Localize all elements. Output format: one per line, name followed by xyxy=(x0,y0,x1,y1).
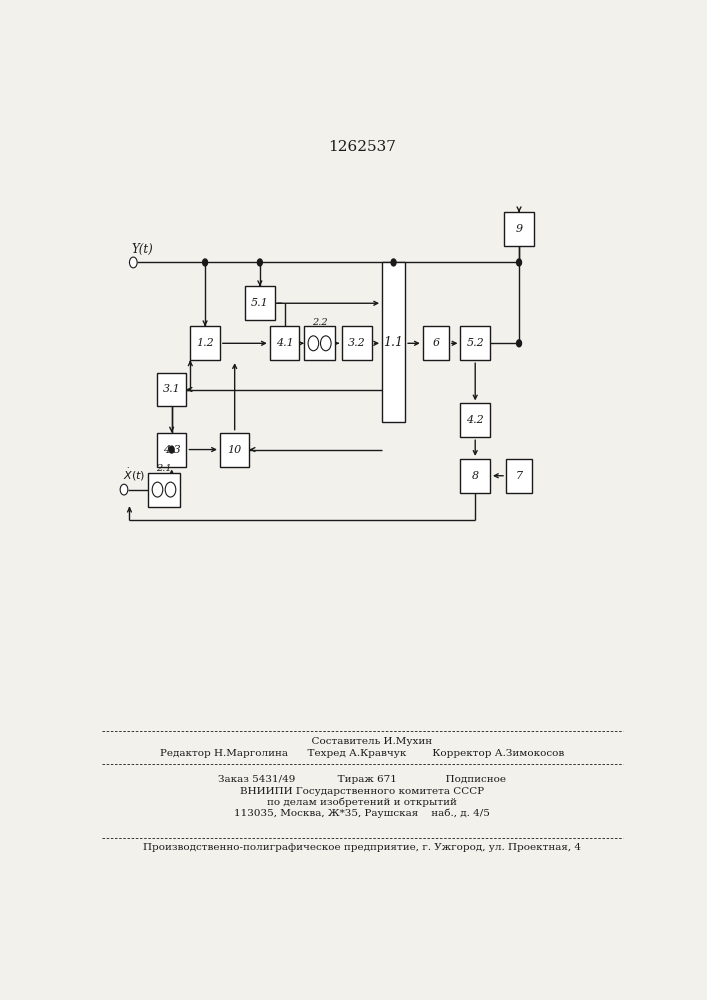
Bar xyxy=(506,459,532,493)
Text: 8: 8 xyxy=(472,471,479,481)
Circle shape xyxy=(517,340,522,347)
Bar xyxy=(460,326,490,360)
Text: Составитель И.Мухин: Составитель И.Мухин xyxy=(292,737,433,746)
Text: 6: 6 xyxy=(432,338,439,348)
Text: 1.2: 1.2 xyxy=(197,338,214,348)
Circle shape xyxy=(129,257,137,268)
Circle shape xyxy=(165,482,176,497)
Text: $\dot{X}(t)$: $\dot{X}(t)$ xyxy=(123,467,145,483)
Text: 9: 9 xyxy=(515,224,522,234)
Text: 3.1: 3.1 xyxy=(163,384,180,394)
Text: 113035, Москва, Ж*35, Раушская    наб., д. 4/5: 113035, Москва, Ж*35, Раушская наб., д. … xyxy=(235,808,490,818)
Text: 4.3: 4.3 xyxy=(163,445,180,455)
Text: Y(t): Y(t) xyxy=(132,243,153,256)
Text: 1262537: 1262537 xyxy=(328,140,397,154)
Text: 2.2: 2.2 xyxy=(312,318,327,327)
Text: по делам изобретений и открытий: по делам изобретений и открытий xyxy=(267,797,457,807)
Bar xyxy=(460,403,490,437)
Circle shape xyxy=(320,336,331,351)
Text: 5.2: 5.2 xyxy=(467,338,484,348)
Text: Редактор Н.Марголина      Техред А.Кравчук        Корректор А.Зимокосов: Редактор Н.Марголина Техред А.Кравчук Ко… xyxy=(160,749,564,758)
Circle shape xyxy=(517,259,522,266)
Bar xyxy=(270,326,299,360)
Bar xyxy=(460,459,490,493)
Bar xyxy=(245,286,274,320)
Bar xyxy=(304,326,335,360)
Text: 7: 7 xyxy=(515,471,522,481)
Bar xyxy=(190,326,220,360)
Bar xyxy=(157,433,187,467)
Text: Производственно-полиграфическое предприятие, г. Ужгород, ул. Проектная, 4: Производственно-полиграфическое предприя… xyxy=(144,843,581,852)
Circle shape xyxy=(257,259,262,266)
Circle shape xyxy=(169,446,174,453)
Text: Заказ 5431/49             Тираж 671               Подписное: Заказ 5431/49 Тираж 671 Подписное xyxy=(218,775,506,784)
Bar xyxy=(157,373,187,406)
Text: 2.1: 2.1 xyxy=(156,464,172,473)
Bar xyxy=(423,326,449,360)
Text: 10: 10 xyxy=(228,445,242,455)
Text: 3.2: 3.2 xyxy=(348,338,366,348)
Text: 4.2: 4.2 xyxy=(467,415,484,425)
Bar xyxy=(382,262,405,422)
Bar xyxy=(342,326,372,360)
Bar xyxy=(504,212,534,246)
Text: 1.1: 1.1 xyxy=(384,336,404,349)
Text: 4.1: 4.1 xyxy=(276,338,293,348)
Circle shape xyxy=(391,259,396,266)
Circle shape xyxy=(120,484,128,495)
Text: ВНИИПИ Государственного комитета СССР: ВНИИПИ Государственного комитета СССР xyxy=(240,787,484,796)
Circle shape xyxy=(308,336,319,351)
Bar xyxy=(220,433,250,467)
Circle shape xyxy=(203,259,208,266)
Bar xyxy=(148,473,180,507)
Circle shape xyxy=(152,482,163,497)
Text: 5.1: 5.1 xyxy=(251,298,269,308)
